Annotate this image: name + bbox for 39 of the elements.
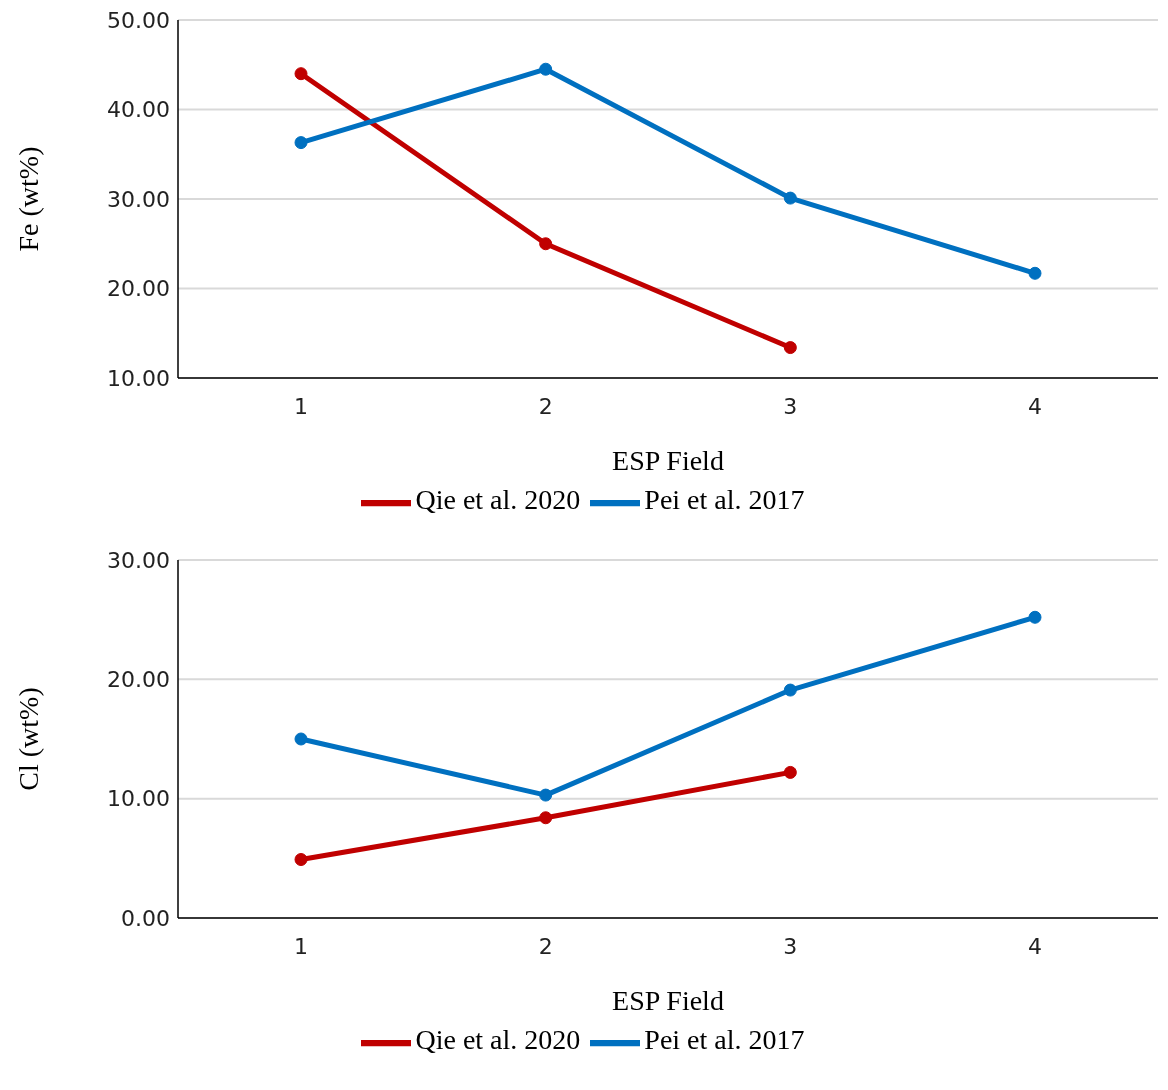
- y-tick-label: 20.00: [107, 276, 170, 302]
- y-axis-title: Fe (wt%): [12, 146, 44, 252]
- legend-label: Pei et al. 2017: [644, 484, 805, 516]
- point: [539, 811, 553, 825]
- point: [1028, 610, 1042, 624]
- point: [294, 732, 308, 746]
- point: [539, 62, 553, 76]
- x-axis-title: ESP Field: [612, 445, 724, 476]
- x-axis-title: ESP Field: [612, 985, 724, 1016]
- x-tick-label: 3: [783, 933, 798, 959]
- point: [783, 341, 797, 355]
- x-tick-label: 2: [538, 393, 553, 419]
- y-tick-label: 40.00: [107, 97, 170, 123]
- point: [294, 853, 308, 867]
- x-tick-label: 4: [1028, 933, 1042, 959]
- point: [1028, 266, 1042, 280]
- point: [783, 683, 797, 697]
- y-tick-label: 10.00: [107, 365, 170, 391]
- y-axis-title: Cl (wt%): [12, 687, 44, 791]
- point: [539, 788, 553, 802]
- point: [783, 765, 797, 779]
- legend-label: Qie et al. 2020: [415, 1024, 581, 1056]
- y-tick-label: 0.00: [121, 905, 170, 931]
- x-tick-label: 4: [1028, 393, 1042, 419]
- x-tick-label: 1: [294, 933, 308, 959]
- point: [294, 136, 308, 150]
- y-tick-label: 10.00: [107, 786, 170, 812]
- point: [294, 67, 308, 81]
- y-tick-label: 20.00: [107, 667, 170, 693]
- point: [783, 191, 797, 205]
- legend-label: Pei et al. 2017: [644, 1024, 805, 1056]
- y-tick-label: 50.00: [107, 7, 170, 33]
- point: [539, 237, 553, 251]
- x-tick-label: 3: [783, 393, 798, 419]
- y-tick-label: 30.00: [107, 186, 170, 212]
- x-tick-label: 2: [538, 933, 553, 959]
- x-tick-label: 1: [294, 393, 308, 419]
- legend-label: Qie et al. 2020: [415, 484, 581, 516]
- y-tick-label: 30.00: [107, 547, 170, 573]
